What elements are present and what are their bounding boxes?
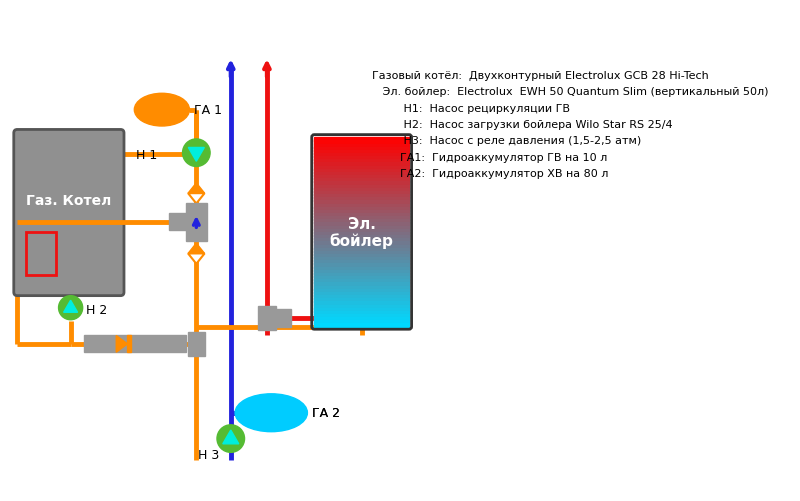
Bar xyxy=(186,203,206,241)
Circle shape xyxy=(58,296,82,320)
Bar xyxy=(314,154,409,158)
Polygon shape xyxy=(188,194,205,204)
Text: Эл. бойлер:  Electrolux  EWH 50 Quantum Slim (вертикальный 50л): Эл. бойлер: Electrolux EWH 50 Quantum Sl… xyxy=(372,87,769,97)
Bar xyxy=(314,311,409,315)
Text: Н 3: Н 3 xyxy=(198,448,219,460)
Text: ГА 2: ГА 2 xyxy=(312,406,340,419)
Bar xyxy=(314,204,409,208)
Bar xyxy=(314,150,409,154)
Bar xyxy=(26,232,56,276)
Bar xyxy=(314,229,409,233)
Bar xyxy=(314,283,409,287)
Bar xyxy=(314,286,409,290)
Ellipse shape xyxy=(134,94,190,127)
Bar xyxy=(314,296,409,300)
Bar xyxy=(314,248,409,252)
Bar xyxy=(314,289,409,293)
Bar xyxy=(314,245,409,249)
Bar xyxy=(314,210,409,214)
Text: ГА1:  Гидроаккумулятор ГВ на 10 л: ГА1: Гидроаккумулятор ГВ на 10 л xyxy=(372,152,607,162)
Text: бойлер: бойлер xyxy=(330,233,394,249)
Bar xyxy=(314,305,409,309)
Bar xyxy=(314,166,409,170)
Text: Н3:  Насос с реле давления (1,5-2,5 атм): Н3: Насос с реле давления (1,5-2,5 атм) xyxy=(372,136,642,146)
Bar xyxy=(169,213,186,231)
Bar xyxy=(314,277,409,281)
Bar xyxy=(314,264,409,268)
Bar xyxy=(314,252,409,256)
Bar xyxy=(314,318,409,322)
Polygon shape xyxy=(188,183,205,194)
Bar xyxy=(314,280,409,284)
Text: Н 1: Н 1 xyxy=(136,149,158,162)
Bar xyxy=(314,299,409,303)
Bar xyxy=(314,223,409,227)
Polygon shape xyxy=(188,254,205,264)
Bar xyxy=(314,232,409,236)
Bar xyxy=(127,336,131,353)
FancyBboxPatch shape xyxy=(14,130,124,296)
Circle shape xyxy=(182,140,210,167)
Bar xyxy=(314,217,409,221)
Bar xyxy=(314,226,409,230)
Polygon shape xyxy=(222,430,238,444)
Bar xyxy=(314,207,409,211)
Polygon shape xyxy=(64,301,78,313)
Bar xyxy=(314,191,409,195)
Bar xyxy=(314,270,409,274)
Bar xyxy=(314,160,409,164)
Bar xyxy=(314,220,409,224)
Bar xyxy=(314,274,409,278)
Bar xyxy=(314,255,409,259)
Circle shape xyxy=(217,425,245,452)
Bar xyxy=(275,310,291,327)
Bar xyxy=(314,308,409,312)
Bar xyxy=(314,172,409,176)
Bar xyxy=(188,332,205,356)
Text: ГА 2: ГА 2 xyxy=(312,406,340,419)
Bar xyxy=(314,188,409,192)
Text: ГА2:  Гидроаккумулятор ХВ на 80 л: ГА2: Гидроаккумулятор ХВ на 80 л xyxy=(372,169,608,179)
Bar xyxy=(314,195,409,199)
Text: Газовый котёл:  Двухконтурный Electrolux GCB 28 Hi-Tech: Газовый котёл: Двухконтурный Electrolux … xyxy=(372,71,709,81)
Text: Н1:  Насос рециркуляции ГВ: Н1: Насос рециркуляции ГВ xyxy=(372,104,570,114)
Bar xyxy=(314,176,409,180)
Polygon shape xyxy=(188,148,204,162)
Text: Н2:  Насос загрузки бойлера Wilo Star RS 25/4: Н2: Насос загрузки бойлера Wilo Star RS … xyxy=(372,120,673,130)
Bar xyxy=(314,147,409,151)
Text: ГА 1: ГА 1 xyxy=(194,104,222,117)
Bar xyxy=(314,258,409,262)
Polygon shape xyxy=(116,336,127,353)
Bar xyxy=(314,315,409,319)
Bar xyxy=(314,324,409,328)
Bar xyxy=(314,141,409,145)
Bar xyxy=(314,138,409,142)
Bar xyxy=(314,201,409,205)
Bar xyxy=(314,179,409,183)
Bar xyxy=(258,306,275,331)
Bar xyxy=(314,239,409,243)
Bar xyxy=(314,292,409,296)
Bar xyxy=(314,321,409,325)
Bar xyxy=(314,213,409,217)
Bar xyxy=(314,198,409,202)
Text: Газ. Котел: Газ. Котел xyxy=(26,193,111,207)
Bar xyxy=(314,144,409,148)
Polygon shape xyxy=(188,243,205,254)
Bar xyxy=(314,235,409,239)
Bar xyxy=(314,169,409,173)
Bar xyxy=(314,163,409,167)
Bar xyxy=(314,261,409,265)
Bar xyxy=(314,302,409,306)
Text: Н 2: Н 2 xyxy=(86,303,107,316)
Bar xyxy=(314,185,409,189)
Ellipse shape xyxy=(235,394,307,432)
Bar xyxy=(314,267,409,271)
Bar xyxy=(314,157,409,161)
Bar xyxy=(314,242,409,246)
Bar xyxy=(314,182,409,186)
Text: Эл.: Эл. xyxy=(348,216,375,231)
Bar xyxy=(84,336,186,353)
